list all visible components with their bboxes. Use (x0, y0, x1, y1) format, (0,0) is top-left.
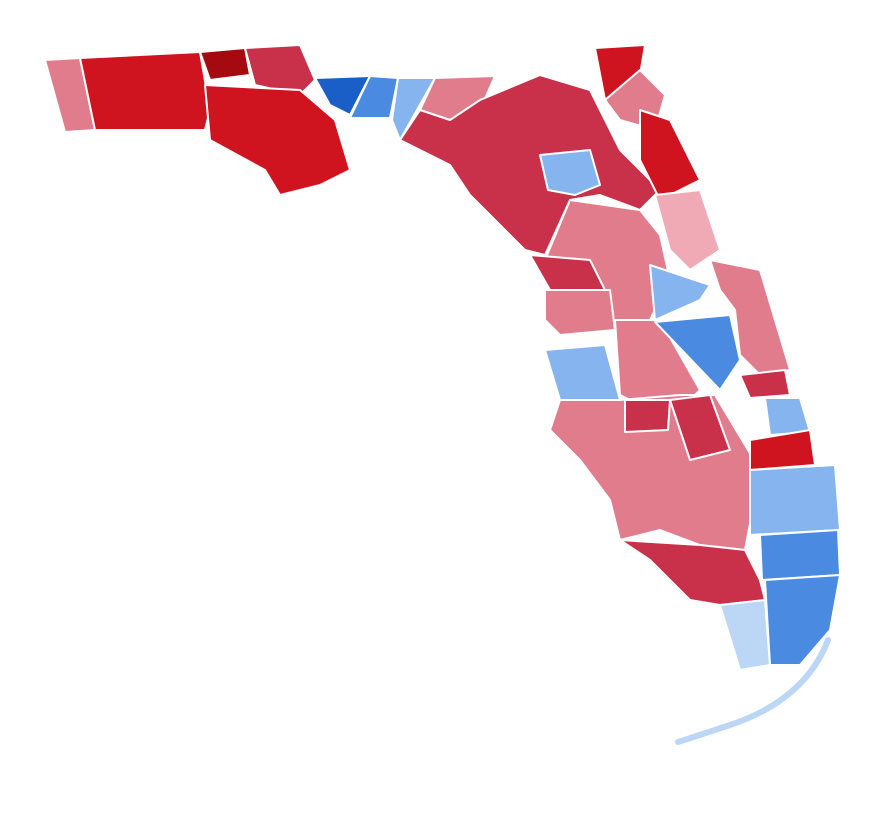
county (709, 259, 791, 376)
county (654, 314, 741, 391)
county (544, 344, 621, 401)
county (639, 109, 701, 201)
county (349, 75, 399, 119)
county (199, 47, 251, 81)
county (539, 149, 601, 196)
county (719, 599, 771, 671)
county (749, 464, 841, 536)
county (624, 399, 671, 433)
county (314, 75, 371, 116)
keys (675, 637, 831, 745)
county (204, 84, 351, 196)
county (739, 369, 791, 399)
county (619, 539, 766, 606)
county (79, 51, 211, 131)
counties (44, 44, 841, 671)
county (759, 529, 841, 581)
county (544, 289, 616, 336)
county (649, 264, 711, 321)
county (399, 74, 661, 256)
county (764, 574, 841, 666)
county (749, 429, 816, 471)
county (669, 394, 731, 461)
county (244, 44, 316, 96)
county (654, 189, 721, 271)
county (764, 397, 811, 436)
